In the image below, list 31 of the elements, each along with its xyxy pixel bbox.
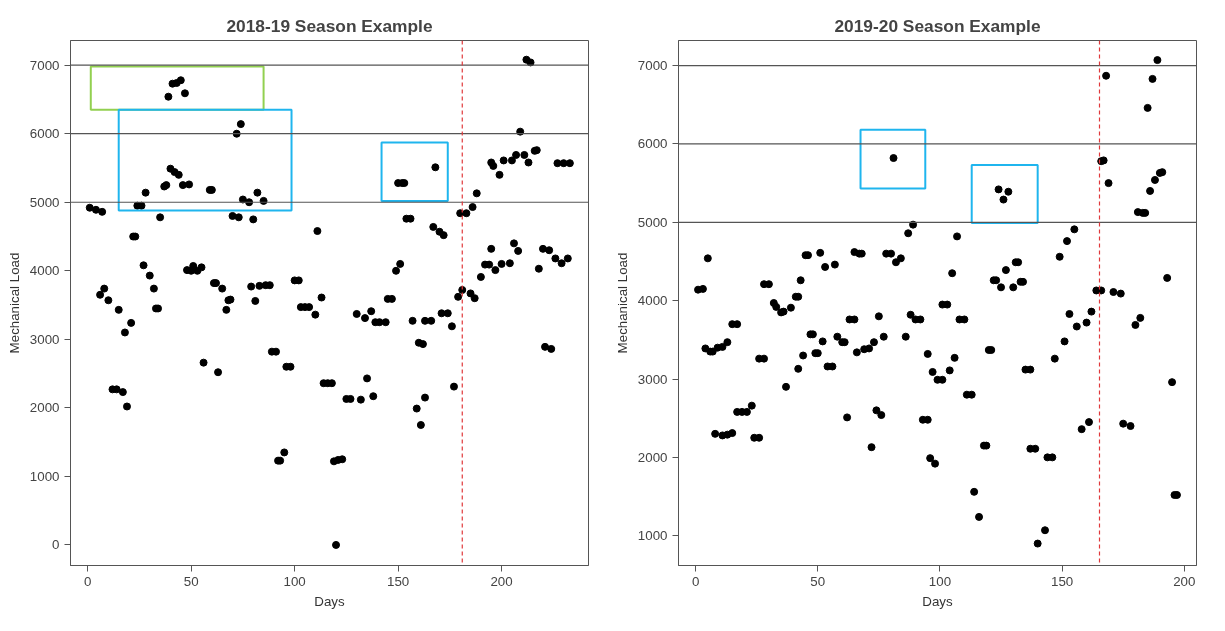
y-tick-label: 2000 bbox=[29, 400, 60, 416]
y-tick-label: 4000 bbox=[29, 263, 60, 279]
chart-title: 2019-20 Season Example bbox=[834, 15, 1041, 36]
y-tick-label: 0 bbox=[52, 537, 60, 553]
x-tick-label: 0 bbox=[691, 573, 700, 589]
y-tick-label: 5000 bbox=[637, 214, 668, 230]
y-tick-label: 3000 bbox=[637, 371, 668, 387]
chart-title: 2018-19 Season Example bbox=[226, 15, 433, 36]
x-tick-label: 150 bbox=[386, 573, 410, 589]
y-tick-label: 3000 bbox=[29, 331, 60, 347]
y-tick-label: 1000 bbox=[637, 528, 668, 544]
x-tick-label: 50 bbox=[810, 573, 826, 589]
x-tick-label: 50 bbox=[183, 573, 199, 589]
y-tick-label: 1000 bbox=[29, 468, 60, 484]
y-tick-label: 6000 bbox=[637, 136, 668, 152]
y-tick-label: 5000 bbox=[29, 194, 60, 210]
y-tick-label: 2000 bbox=[637, 449, 668, 465]
x-tick-label: 100 bbox=[283, 573, 306, 589]
x-tick-label: 200 bbox=[1173, 573, 1196, 589]
x-tick-label: 150 bbox=[1050, 573, 1074, 589]
y-tick-label: 6000 bbox=[29, 126, 60, 142]
y-axis-title: Mechanical Load bbox=[6, 252, 22, 354]
x-axis-title: Days bbox=[922, 593, 954, 609]
y-tick-label: 4000 bbox=[637, 293, 668, 309]
y-axis-title: Mechanical Load bbox=[614, 252, 630, 354]
y-tick-label: 7000 bbox=[637, 58, 668, 74]
x-axis-title: Days bbox=[314, 593, 346, 609]
x-tick-label: 100 bbox=[928, 573, 952, 589]
y-tick-label: 7000 bbox=[29, 57, 60, 73]
x-tick-label: 200 bbox=[490, 573, 513, 589]
x-tick-label: 0 bbox=[83, 573, 92, 589]
